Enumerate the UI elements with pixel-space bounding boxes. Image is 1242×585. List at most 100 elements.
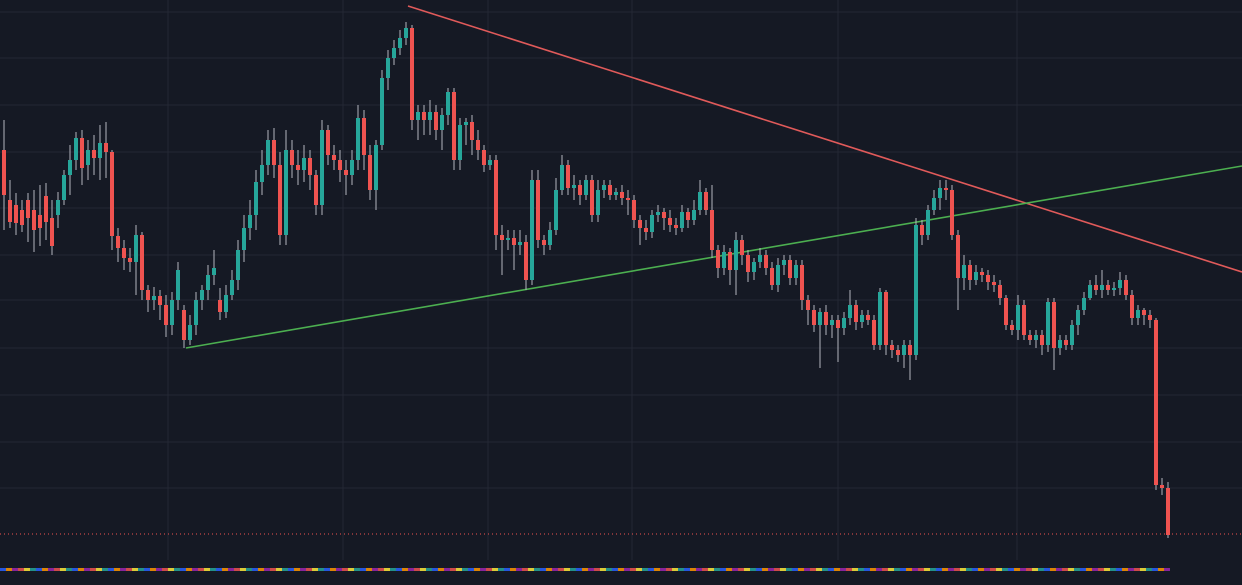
indicator-strip-segment: [162, 568, 168, 571]
candle-bullish: [152, 287, 156, 310]
candle-body: [992, 282, 996, 285]
candle-body: [104, 143, 108, 152]
indicator-strip-segment: [330, 568, 336, 571]
indicator-strip-segment: [138, 568, 144, 571]
indicator-strip-segment: [282, 568, 288, 571]
candle-body: [1154, 320, 1158, 485]
indicator-strip-segment: [270, 568, 276, 571]
candle-bullish: [284, 130, 288, 245]
candle-bearish: [668, 210, 672, 232]
candle-body: [296, 165, 300, 170]
candle-bullish: [782, 255, 786, 275]
candle-body: [284, 150, 288, 235]
candle-bearish: [578, 180, 582, 205]
candle-bullish: [242, 215, 246, 262]
candle-body: [668, 218, 672, 225]
candle-body: [536, 180, 540, 240]
candle-body: [704, 192, 708, 210]
candle-body: [1118, 280, 1122, 288]
indicator-strip-segment: [474, 568, 480, 571]
trendlines[interactable]: [185, 5, 1242, 349]
candle-body: [206, 275, 210, 290]
candle-bearish: [110, 150, 114, 250]
candle-body: [302, 158, 306, 170]
indicator-strip-segment: [18, 568, 24, 571]
candle-body: [308, 158, 312, 175]
indicator-strip-segment: [918, 568, 924, 571]
candle-bearish: [986, 270, 990, 290]
indicator-strip-segment: [768, 568, 774, 571]
indicator-strip-segment: [216, 568, 222, 571]
indicator-strip-segment: [798, 568, 804, 571]
candle-bearish: [104, 122, 108, 178]
candle-bearish: [662, 208, 666, 230]
resistance_line-trendline[interactable]: [407, 5, 1242, 273]
candle-body: [764, 255, 768, 268]
indicator-strip-segment: [678, 568, 684, 571]
indicator-strip-segment: [318, 568, 324, 571]
indicator-strip: [0, 568, 1170, 571]
candle-body: [800, 265, 804, 300]
candle-body: [338, 160, 342, 170]
candle-bullish: [1088, 280, 1092, 300]
indicator-strip-segment: [414, 568, 420, 571]
candle-body: [746, 255, 750, 272]
candle-body: [548, 230, 552, 245]
candle-body: [614, 192, 618, 195]
indicator-strip-segment: [294, 568, 300, 571]
indicator-strip-segment: [708, 568, 714, 571]
candle-body: [506, 238, 510, 240]
candle-body: [1022, 305, 1026, 335]
candle-bearish: [1166, 482, 1170, 538]
indicator-strip-segment: [120, 568, 126, 571]
candle-body: [410, 28, 414, 120]
candle-bearish: [8, 180, 12, 228]
candle-bullish: [488, 155, 492, 170]
candle-body: [998, 285, 1002, 298]
candle-body: [488, 160, 492, 165]
candle-body: [224, 295, 228, 312]
candle-bearish: [674, 218, 678, 235]
candle-bearish: [1148, 310, 1152, 328]
indicator-strip-segment: [24, 568, 30, 571]
indicator-strip-segment: [900, 568, 906, 571]
candle-bullish: [170, 292, 174, 335]
candle-body: [710, 210, 714, 250]
indicator-strip-segment: [756, 568, 762, 571]
candle-bullish: [236, 240, 240, 290]
indicator-strip-segment: [144, 568, 150, 571]
candle-body: [290, 150, 294, 165]
candle-bearish: [272, 128, 276, 178]
candle-body: [566, 165, 570, 188]
candle-bullish: [878, 288, 882, 350]
candle-bearish: [590, 175, 594, 222]
candle-bearish: [746, 250, 750, 282]
candle-body: [230, 280, 234, 295]
candle-body: [368, 155, 372, 190]
indicator-strip-segment: [6, 568, 12, 571]
support_line-trendline[interactable]: [185, 165, 1242, 349]
candle-bullish: [752, 258, 756, 280]
candle-body: [1004, 298, 1008, 325]
candle-bullish: [386, 50, 390, 90]
candle-bullish: [428, 100, 432, 135]
indicator-strip-segment: [264, 568, 270, 571]
indicator-strip-segment: [174, 568, 180, 571]
indicator-strip-segment: [288, 568, 294, 571]
indicator-strip-segment: [150, 568, 156, 571]
candle-bullish: [842, 312, 846, 335]
indicator-strip-segment: [12, 568, 18, 571]
candle-body: [500, 235, 504, 240]
candle-body: [236, 250, 240, 280]
candle-bearish: [92, 135, 96, 175]
candle-bearish: [800, 260, 804, 310]
candle-body: [260, 165, 264, 182]
candle-bullish: [596, 180, 600, 222]
candle-body: [950, 190, 954, 235]
candle-bullish: [794, 260, 798, 285]
candle-body: [1028, 335, 1032, 340]
candle-bullish: [680, 205, 684, 232]
indicator-strip-segment: [468, 568, 474, 571]
